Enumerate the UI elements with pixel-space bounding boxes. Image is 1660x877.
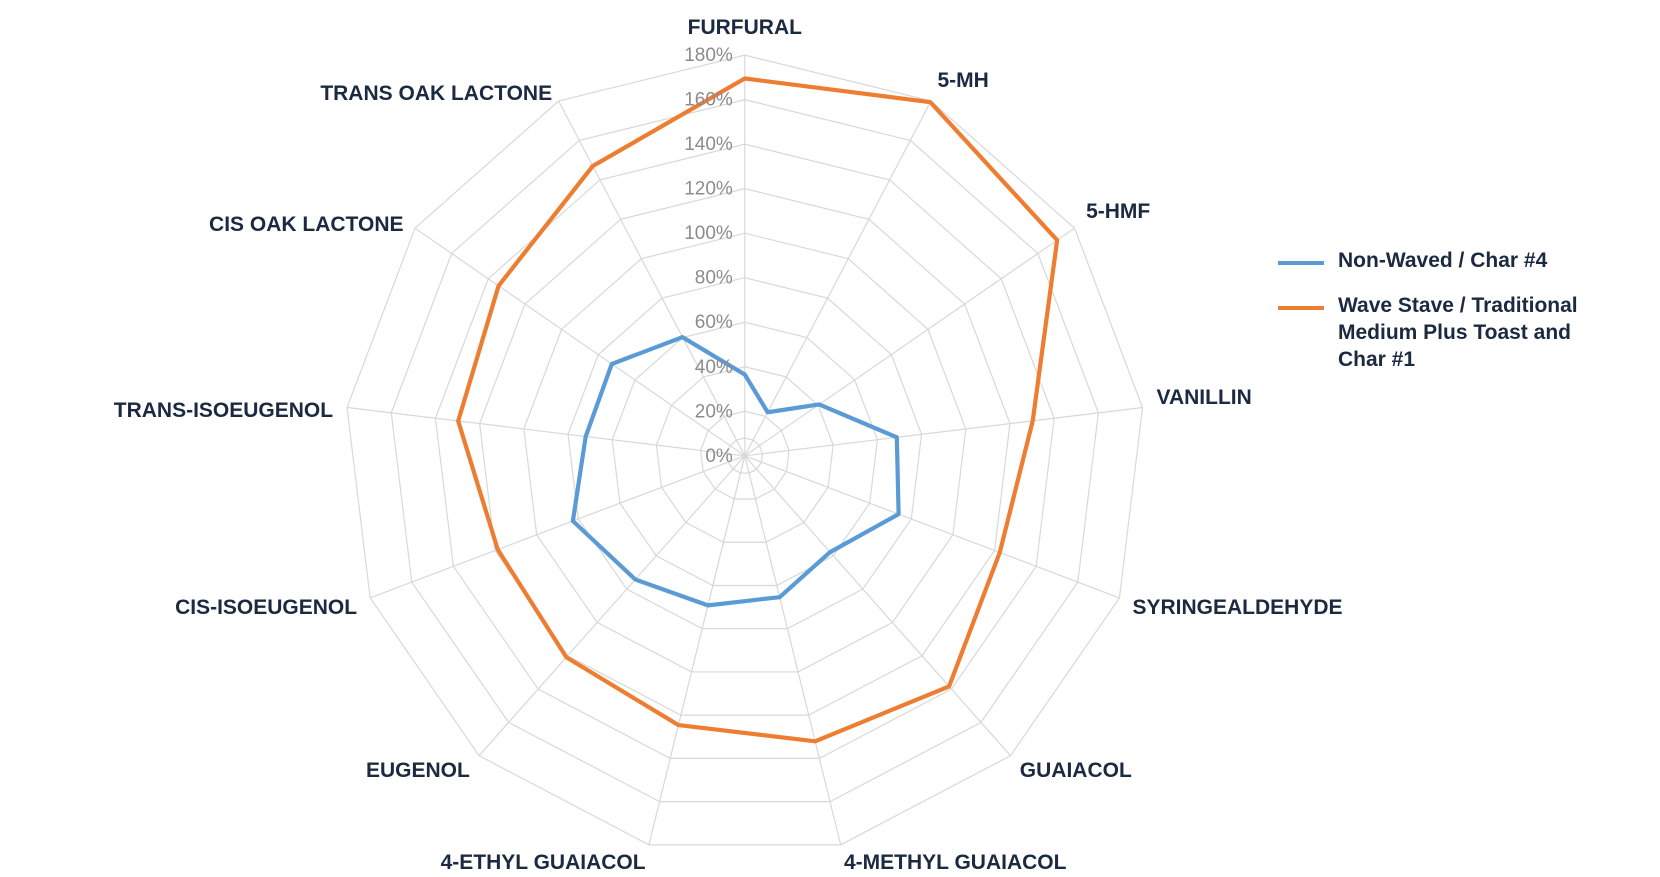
svg-text:140%: 140% xyxy=(684,134,733,155)
svg-text:120%: 120% xyxy=(684,179,733,200)
svg-text:160%: 160% xyxy=(684,90,733,111)
svg-text:80%: 80% xyxy=(695,268,733,289)
svg-text:100%: 100% xyxy=(684,223,733,244)
svg-text:0%: 0% xyxy=(705,446,733,467)
svg-text:20%: 20% xyxy=(695,401,733,422)
svg-text:60%: 60% xyxy=(695,312,733,333)
svg-text:180%: 180% xyxy=(684,45,733,66)
svg-text:40%: 40% xyxy=(695,357,733,378)
